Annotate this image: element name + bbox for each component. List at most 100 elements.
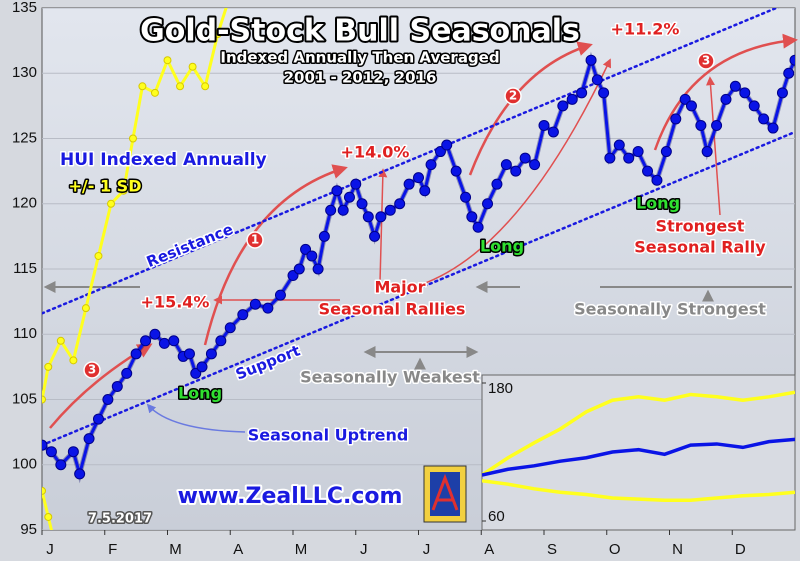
trend-line <box>42 130 795 447</box>
data-point <box>150 88 159 97</box>
annotation: Major <box>374 278 425 297</box>
data-point <box>262 302 274 314</box>
annotation: +/- 1 SD <box>69 177 142 196</box>
logo <box>423 465 467 523</box>
y-tick-label: 120 <box>12 195 37 212</box>
annotation: 1 <box>251 233 259 247</box>
y-tick-label: 135 <box>12 0 37 16</box>
rally-arrow <box>203 164 348 346</box>
data-point <box>138 82 147 91</box>
rally-arrow <box>653 33 798 151</box>
data-point <box>274 289 286 301</box>
data-point <box>81 304 90 313</box>
data-point <box>425 159 437 171</box>
data-point <box>293 263 305 275</box>
x-tick-label: J <box>360 541 368 558</box>
annotation: 3 <box>702 54 710 68</box>
data-point <box>42 439 48 451</box>
y-tick-label: 130 <box>12 64 37 81</box>
data-point <box>623 152 635 164</box>
step-badge <box>504 87 522 105</box>
data-point <box>642 165 654 177</box>
data-point <box>613 139 625 151</box>
data-point <box>237 309 249 321</box>
data-point <box>576 87 588 99</box>
rally-arrow <box>468 41 593 176</box>
data-point <box>482 198 494 210</box>
data-point <box>190 367 202 379</box>
data-point <box>783 67 795 79</box>
annotation: Seasonal Uptrend <box>248 426 409 445</box>
data-point <box>107 199 116 208</box>
y-tick-label: 180 <box>488 380 513 397</box>
data-point <box>701 146 713 158</box>
data-point <box>168 335 180 347</box>
y-tick-label: 115 <box>13 260 37 277</box>
data-point <box>767 122 779 134</box>
pointer <box>419 58 611 286</box>
data-point <box>566 93 578 105</box>
annotation: 2 <box>509 89 517 103</box>
data-point <box>140 335 152 347</box>
series-line <box>482 390 795 477</box>
data-point <box>44 512 53 521</box>
data-point <box>83 433 95 445</box>
data-point <box>413 172 424 184</box>
data-point <box>318 230 330 242</box>
data-point <box>384 204 396 216</box>
annotation: Seasonally Strongest <box>574 300 766 319</box>
x-tick-label: F <box>108 541 117 558</box>
annotation: 2001 - 2012, 2016 <box>284 69 437 87</box>
data-point <box>695 119 707 131</box>
data-point <box>183 348 195 360</box>
annotation: +15.4% <box>141 293 210 312</box>
annotation: Strongest <box>656 217 745 236</box>
x-tick-label: S <box>547 541 557 558</box>
data-point <box>163 56 172 65</box>
y-tick-label: 100 <box>12 456 37 473</box>
data-point <box>604 152 616 164</box>
data-point <box>306 250 318 262</box>
data-point <box>92 413 104 425</box>
y-tick-label: 105 <box>12 390 37 407</box>
plot-group <box>42 8 795 530</box>
data-point <box>651 174 663 186</box>
data-point <box>789 54 795 66</box>
data-point <box>188 62 197 71</box>
x-tick-label: A <box>233 541 243 558</box>
x-tick-label: M <box>295 541 308 558</box>
data-point <box>591 74 603 86</box>
series-line <box>482 479 795 503</box>
data-point <box>394 198 406 210</box>
annotation: Seasonal Rallies <box>319 300 466 319</box>
data-point <box>720 93 732 105</box>
data-point <box>776 87 788 99</box>
annotation: Long <box>636 194 680 213</box>
data-point <box>670 113 682 125</box>
data-point <box>213 30 222 39</box>
annotation: www.ZealLLC.com <box>178 484 403 509</box>
annotation: +14.0% <box>341 143 410 162</box>
data-point <box>758 113 770 125</box>
trend-line <box>42 8 780 315</box>
data-point <box>111 380 123 392</box>
data-point <box>685 100 697 112</box>
data-point <box>42 486 46 495</box>
annotation: Gold-Stock Bull Seasonals <box>140 14 580 49</box>
data-point <box>44 362 53 371</box>
data-point <box>350 178 362 190</box>
data-point <box>215 335 227 347</box>
data-point <box>337 204 349 216</box>
data-point <box>460 191 472 203</box>
y-tick-label: 110 <box>13 325 37 342</box>
x-tick-label: D <box>735 541 746 558</box>
data-point <box>176 82 185 91</box>
logo-mark <box>431 473 459 511</box>
data-point <box>739 87 751 99</box>
data-point <box>67 446 79 458</box>
series-line <box>482 437 795 477</box>
data-point <box>249 298 261 310</box>
data-point <box>660 146 672 158</box>
data-point <box>158 337 170 349</box>
data-point <box>128 134 137 143</box>
